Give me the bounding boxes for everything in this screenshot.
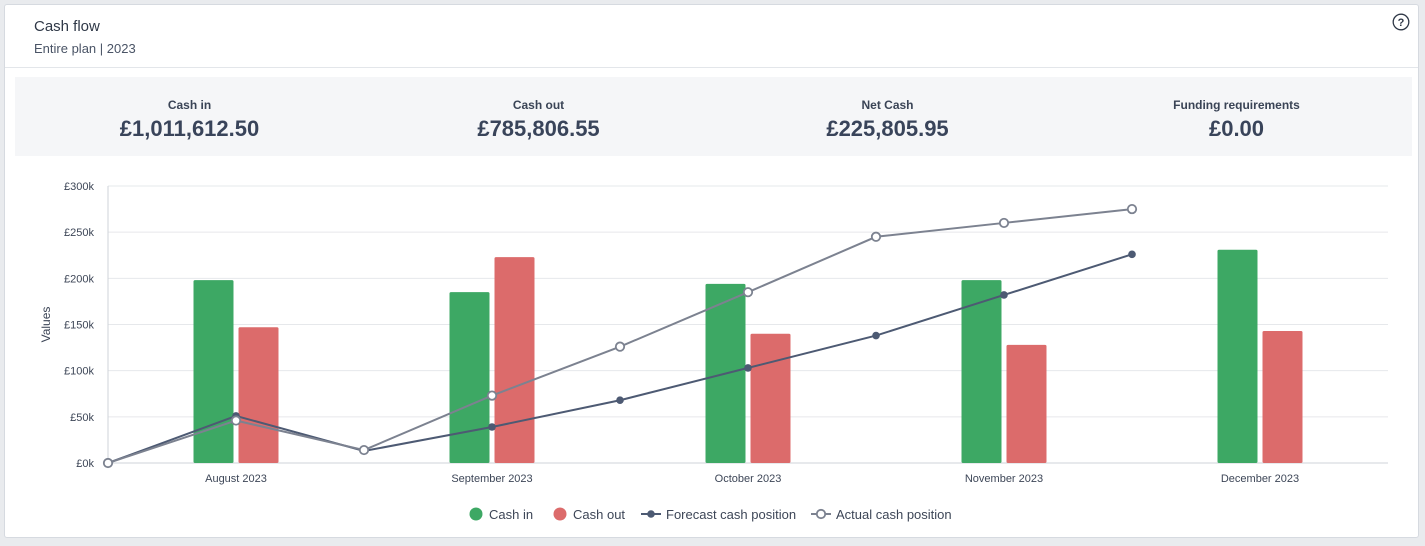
stat-cash-out-label: Cash out [512, 98, 565, 112]
stat-cash-out: Cash out £785,806.55 [364, 77, 713, 156]
y-axis-title: Values [39, 307, 53, 343]
y-tick-label: £250k [64, 227, 94, 239]
x-tick-label: August 2023 [205, 473, 267, 485]
stat-cash-in-value: £1,011,612.50 [119, 116, 260, 141]
bar-cash-out-4[interactable] [1262, 330, 1303, 463]
chart-svg: £0k £50k £100k £150k £200k £250k £300k Values Au… [39, 181, 1388, 522]
actual-point-7[interactable] [998, 217, 1010, 229]
actual-point-0[interactable] [102, 457, 114, 469]
stat-net-cash: Net Cash £225,805.95 [713, 77, 1062, 156]
stat-net-cash-label: Net Cash [861, 98, 914, 112]
stat-net-cash-value: £225,805.95 [826, 116, 949, 141]
card-title: Cash flow [34, 18, 100, 35]
y-tick-label: £300k [64, 181, 94, 193]
bar-cash-out-1[interactable] [494, 257, 535, 463]
forecast-point-4[interactable] [616, 396, 624, 405]
legend-marker-forecast-cash-position[interactable] [647, 510, 655, 518]
actual-point-1[interactable] [230, 415, 242, 426]
actual-point-3[interactable] [486, 390, 498, 401]
x-tick-label: November 2023 [965, 473, 1043, 485]
forecast-point-5[interactable] [744, 364, 752, 372]
legend-label-cash-out[interactable]: Cash out [573, 507, 625, 522]
legend-label-cash-in[interactable]: Cash in [489, 507, 533, 522]
legend-label-actual-cash-position[interactable]: Actual cash position [836, 507, 952, 522]
y-tick-label: £50k [70, 412, 94, 424]
forecast-point-8[interactable] [1128, 250, 1136, 259]
stat-funding-requirements-label: Funding requirements [1173, 98, 1300, 112]
x-tick-label: December 2023 [1221, 473, 1299, 485]
stat-cash-in: Cash in £1,011,612.50 [15, 77, 364, 156]
bar-cash-in-3[interactable] [961, 280, 1002, 463]
bar-cash-out-3[interactable] [1006, 344, 1047, 463]
bar-cash-in-1[interactable] [449, 292, 490, 463]
actual-point-5[interactable] [742, 287, 754, 298]
help-icon[interactable]: ? [1392, 13, 1410, 31]
card-header: Cash flow Entire plan | 2023 ? [5, 5, 1418, 68]
legend-marker-cash-in[interactable] [469, 507, 483, 521]
card-subtitle: Entire plan | 2023 [34, 41, 136, 56]
y-tick-label: £150k [64, 320, 94, 332]
bar-cash-in-4[interactable] [1217, 249, 1258, 463]
forecast-point-6[interactable] [872, 331, 880, 340]
x-tick-label: September 2023 [451, 473, 532, 485]
stat-cash-out-value: £785,806.55 [477, 116, 600, 141]
summary-panel: Cash in £1,011,612.50 Cash out £785,806.… [15, 77, 1412, 156]
stat-cash-in-label: Cash in [167, 98, 212, 112]
x-tick-label: October 2023 [715, 473, 782, 485]
legend-marker-actual-cash-position[interactable] [815, 508, 827, 520]
actual-point-8[interactable] [1126, 203, 1138, 215]
help-icon-glyph: ? [1398, 17, 1405, 29]
forecast-point-7[interactable] [1000, 291, 1008, 299]
stat-funding-requirements: Funding requirements £0.00 [1062, 77, 1411, 156]
y-tick-label: £200k [64, 273, 94, 285]
bar-cash-in-0[interactable] [193, 280, 234, 463]
bar-cash-out-2[interactable] [750, 333, 791, 463]
stat-funding-requirements-value: £0.00 [1208, 116, 1265, 141]
cash-flow-chart: £0k £50k £100k £150k £200k £250k £300k Values Au… [5, 165, 1420, 537]
y-tick-label: £0k [76, 458, 94, 470]
actual-point-2[interactable] [358, 444, 370, 456]
y-tick-label: £100k [64, 366, 94, 378]
actual-point-6[interactable] [870, 231, 882, 242]
actual-point-4[interactable] [614, 341, 626, 352]
cash-flow-card: Cash flow Entire plan | 2023 ? Cash in £… [4, 4, 1419, 538]
bar-cash-out-0[interactable] [238, 327, 279, 463]
forecast-point-3[interactable] [488, 423, 496, 431]
legend-label-forecast-cash-position[interactable]: Forecast cash position [666, 507, 796, 522]
legend-marker-cash-out[interactable] [553, 507, 567, 521]
